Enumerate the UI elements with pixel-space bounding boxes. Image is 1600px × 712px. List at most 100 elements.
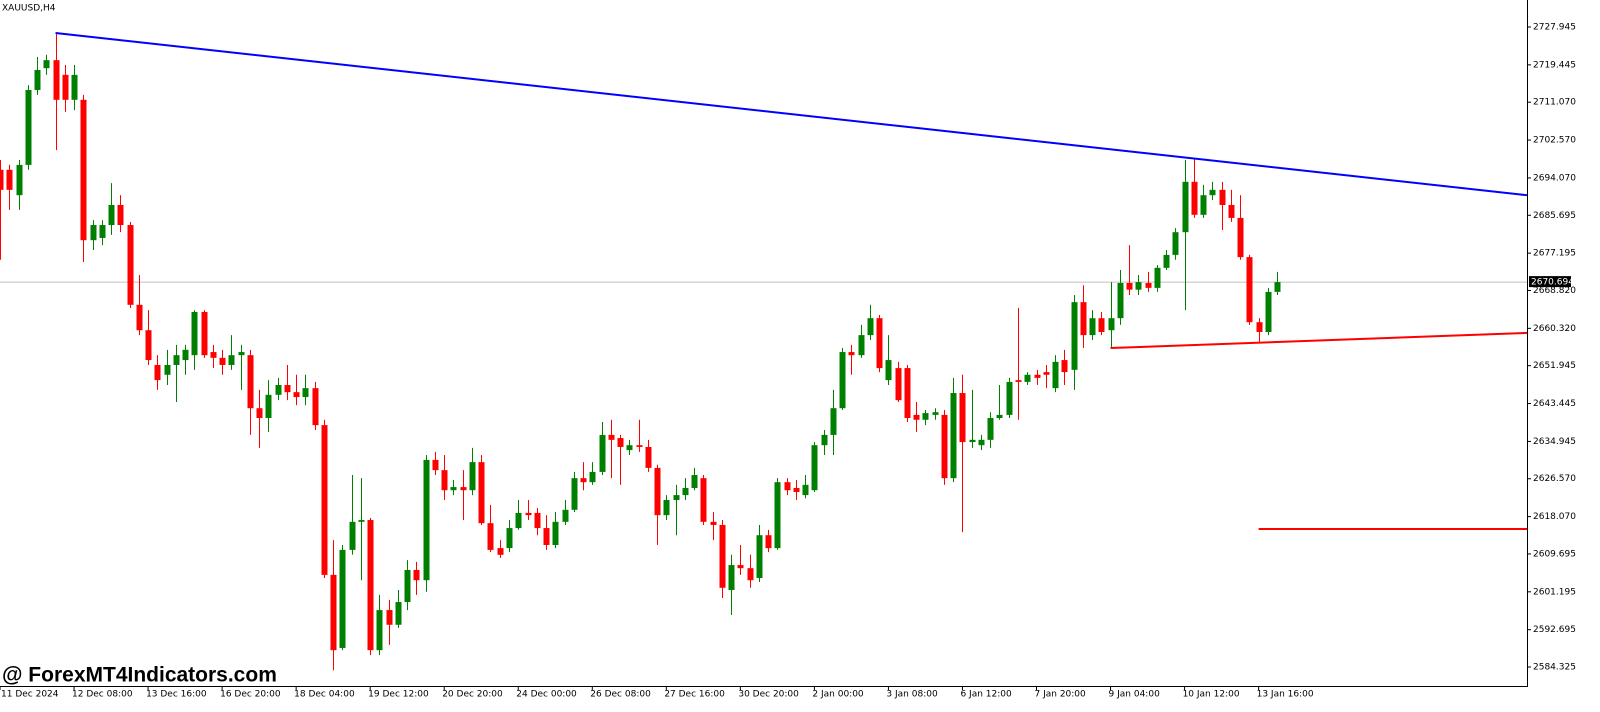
x-tick-label: 13 Jan 16:00 [1257, 690, 1314, 700]
candle-body [117, 204, 124, 226]
watermark: @ ForexMT4Indicators.com [2, 664, 277, 687]
candle-body [25, 90, 32, 165]
candle-body [302, 388, 309, 398]
candle-body [987, 417, 994, 440]
candle-body [71, 74, 78, 100]
candle-body [432, 459, 439, 471]
candle-body [978, 439, 985, 446]
candle-body [867, 318, 874, 336]
candle-body [525, 512, 532, 516]
y-tick-label: 2711.070 [1533, 98, 1576, 108]
candle-body [441, 470, 448, 491]
y-tick-label: 2685.695 [1533, 211, 1576, 221]
candle-body [108, 204, 115, 226]
y-tick-label: 2643.445 [1533, 399, 1576, 409]
y-tick-label: 2727.945 [1533, 22, 1576, 32]
candle-body [1256, 322, 1263, 332]
candle-body [219, 357, 226, 365]
y-tick-label: 2618.070 [1533, 512, 1576, 522]
candle-body [0, 169, 4, 190]
candle-body [34, 69, 41, 91]
y-tick-label: 2651.945 [1533, 361, 1576, 371]
y-tick-label: 2668.820 [1533, 286, 1576, 296]
candle-body [210, 352, 217, 358]
candle-body [848, 352, 855, 356]
candle-body [53, 60, 60, 100]
candle-body [367, 520, 374, 651]
x-tick-label: 2 Jan 00:00 [812, 690, 864, 700]
candle-body [201, 311, 208, 356]
candle-body [450, 487, 457, 491]
y-tick-label: 2626.570 [1533, 474, 1576, 484]
candle-body [756, 535, 763, 578]
candle-body [154, 364, 161, 381]
candle-body [1274, 282, 1281, 292]
candle-body [469, 462, 476, 491]
candle-body [543, 528, 550, 546]
candle-body [1006, 381, 1013, 415]
candle-body [1200, 195, 1207, 215]
candle-body [1015, 380, 1022, 382]
x-tick-label: 12 Dec 08:00 [72, 690, 133, 700]
candle-body [608, 434, 615, 440]
candle-body [839, 352, 846, 409]
candle-body [1034, 374, 1041, 378]
candle-body [238, 352, 245, 356]
y-tick-label: 2592.695 [1533, 625, 1576, 635]
candle-body [959, 393, 966, 443]
candle-body [682, 487, 689, 496]
candle-body [765, 535, 772, 549]
y-tick-label: 2601.195 [1533, 587, 1576, 597]
y-tick-label: 2719.445 [1533, 60, 1576, 70]
candle-body [395, 602, 402, 625]
candle-body [145, 330, 152, 361]
candle-body [728, 565, 735, 591]
candle-body [1061, 360, 1068, 373]
x-tick-label: 20 Dec 20:00 [442, 690, 503, 700]
candle-body [858, 335, 865, 356]
candle-body [534, 512, 541, 529]
candle-body [941, 414, 948, 479]
candle-body [562, 509, 569, 522]
candle-body [950, 393, 957, 479]
candle-body [626, 445, 633, 451]
candle-body [636, 445, 643, 447]
candle-body [710, 521, 717, 525]
candle-body [1117, 282, 1124, 319]
candle-body [43, 60, 50, 69]
candle-body [1108, 318, 1115, 331]
current-price-label: 2670.694 [1531, 278, 1574, 288]
candle-body [691, 475, 698, 488]
trendline [55, 31, 1528, 197]
candle-body [1024, 374, 1031, 382]
candle-body [284, 385, 291, 393]
candle-body [784, 482, 791, 491]
candle-body [599, 434, 606, 472]
candle-body [515, 512, 522, 529]
candle-body [1172, 232, 1179, 255]
candle-body [1080, 302, 1087, 336]
candle-body [1043, 372, 1050, 375]
x-tick-label: 7 Jan 20:00 [1035, 690, 1087, 700]
candle-body [1237, 217, 1244, 258]
candle-body [774, 482, 781, 549]
candle-body [802, 484, 809, 496]
x-tick-label: 9 Jan 04:00 [1109, 690, 1161, 700]
candle-body [654, 467, 661, 516]
candle-body [719, 524, 726, 588]
candle-body [617, 438, 624, 447]
candle-body [312, 388, 319, 426]
candle-body [376, 610, 383, 651]
candle-body [1154, 267, 1161, 288]
candle-body [90, 225, 97, 241]
candle-body [478, 462, 485, 524]
candle-body [996, 414, 1003, 418]
candle-body [700, 478, 707, 522]
candle-body [885, 360, 892, 381]
x-tick-label: 10 Jan 12:00 [1183, 690, 1240, 700]
candle-body [275, 385, 282, 395]
candle-body [1182, 181, 1189, 233]
